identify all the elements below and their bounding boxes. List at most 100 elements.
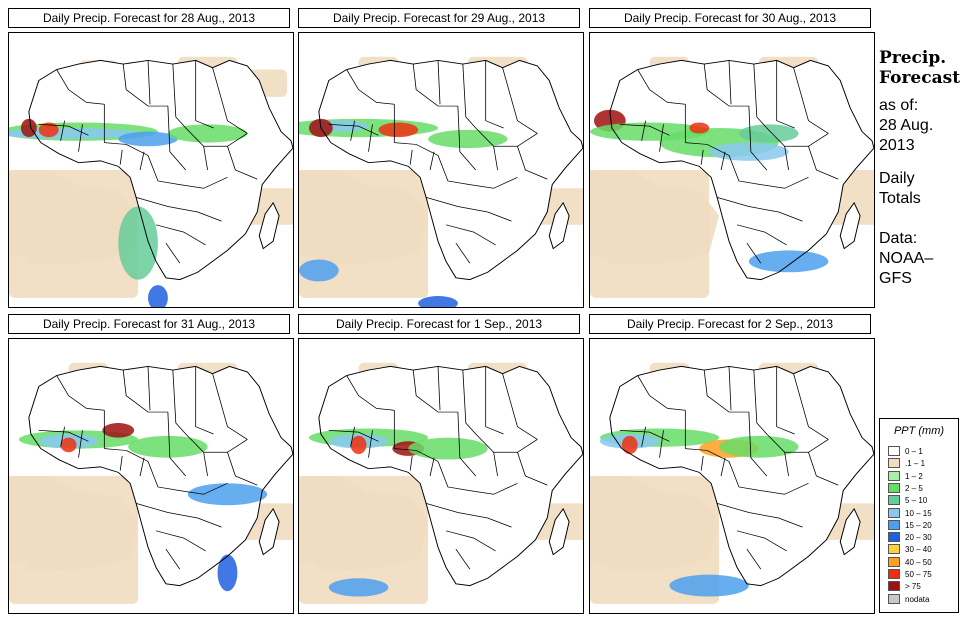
panel-title: Daily Precip. Forecast for 31 Aug., 2013 xyxy=(8,314,290,334)
country-border xyxy=(104,448,149,462)
data-source-line: NOAA– xyxy=(879,250,934,267)
country-border xyxy=(748,412,768,477)
country-border xyxy=(753,64,768,129)
country-border xyxy=(502,67,538,134)
coastline xyxy=(548,507,570,556)
panel-title: Daily Precip. Forecast for 2 Sep., 2013 xyxy=(589,314,871,334)
forecast-map xyxy=(8,32,294,308)
country-border xyxy=(155,224,206,246)
rain-area xyxy=(689,122,710,134)
country-border xyxy=(212,67,248,134)
legend-label: 50 – 75 xyxy=(905,570,932,579)
forecast-panel-6: Daily Precip. Forecast for 2 Sep., 2013 xyxy=(589,314,875,614)
rain-area xyxy=(217,554,238,592)
rain-area xyxy=(350,435,367,455)
country-border xyxy=(445,224,496,246)
rain-area xyxy=(418,296,458,307)
country-border xyxy=(641,120,646,141)
legend-label: 0 – 1 xyxy=(905,447,923,456)
product-title: Precip. Forecast xyxy=(879,48,965,88)
legend-label: 2 – 5 xyxy=(905,483,923,493)
coastline xyxy=(609,59,874,281)
country-border xyxy=(328,123,379,136)
country-border xyxy=(328,429,379,442)
data-source-line: GFS xyxy=(879,270,912,287)
country-border xyxy=(746,242,762,264)
forecast-map xyxy=(298,338,584,614)
land-area xyxy=(318,366,583,586)
country-border xyxy=(122,370,168,413)
forecast-map xyxy=(589,32,875,308)
coastline xyxy=(548,201,570,250)
country-border xyxy=(437,60,441,105)
legend-swatch xyxy=(888,495,900,506)
country-border xyxy=(716,503,803,528)
legend-label: 15 – 20 xyxy=(905,520,932,530)
coastline xyxy=(258,201,280,250)
country-border xyxy=(60,426,65,447)
country-border xyxy=(135,503,222,528)
country-border xyxy=(493,146,498,171)
rain-area xyxy=(428,129,508,149)
country-border xyxy=(139,457,145,477)
country-border xyxy=(619,123,670,136)
africa-map-svg xyxy=(9,56,293,307)
country-border xyxy=(700,149,704,165)
country-border xyxy=(457,106,477,171)
country-border xyxy=(195,60,214,129)
country-border xyxy=(808,146,839,180)
rain-area xyxy=(148,285,168,307)
country-border xyxy=(165,548,181,570)
legend-label: .1 – 1 xyxy=(905,459,926,469)
country-border xyxy=(350,120,355,141)
country-border xyxy=(227,146,258,180)
country-border xyxy=(56,375,105,411)
country-border xyxy=(412,370,458,413)
rain-area xyxy=(60,437,77,453)
country-border xyxy=(736,224,787,246)
country-border xyxy=(703,64,749,107)
country-border xyxy=(172,64,187,129)
country-border xyxy=(462,64,477,129)
africa-map-svg xyxy=(590,362,874,604)
country-border xyxy=(753,370,768,435)
dry-region xyxy=(9,521,109,571)
country-border xyxy=(135,197,222,222)
country-border xyxy=(346,69,395,105)
country-border xyxy=(346,375,395,411)
forecast-panel-1: Daily Precip. Forecast for 28 Aug., 2013 xyxy=(8,8,294,308)
legend-row: 50 – 75 xyxy=(888,569,932,580)
country-border xyxy=(147,60,151,105)
country-border xyxy=(659,430,664,458)
country-border xyxy=(119,149,123,165)
country-border xyxy=(56,69,105,105)
land-area xyxy=(609,60,874,280)
country-border xyxy=(517,452,548,486)
precip-legend: PPT (mm) 0 – 1 .1 – 1 1 – 2 2 – 5 5 – 10 10 –… xyxy=(879,418,959,613)
country-border xyxy=(409,455,413,471)
country-border xyxy=(212,373,248,440)
legend-row: 1 – 2 xyxy=(888,470,923,482)
legend-row: 20 – 30 xyxy=(888,532,932,543)
legend-row: nodata xyxy=(888,593,929,605)
country-border xyxy=(429,151,435,171)
land-area xyxy=(259,202,280,249)
country-border xyxy=(185,433,248,453)
country-border xyxy=(425,503,512,528)
country-border xyxy=(746,548,762,570)
country-border xyxy=(227,452,258,486)
legend-swatch xyxy=(888,507,900,518)
land-area xyxy=(549,202,570,249)
legend-swatch xyxy=(888,519,900,530)
country-border xyxy=(437,461,518,495)
country-border xyxy=(203,452,208,477)
issue-date-line: as of: xyxy=(879,97,919,114)
legend-row: 2 – 5 xyxy=(888,482,923,494)
rain-area xyxy=(669,574,749,597)
country-border xyxy=(38,429,89,442)
legend-row: 40 – 50 xyxy=(888,556,932,568)
country-border xyxy=(394,448,439,462)
country-border xyxy=(685,448,730,462)
coastline xyxy=(839,201,861,250)
country-border xyxy=(147,461,228,495)
